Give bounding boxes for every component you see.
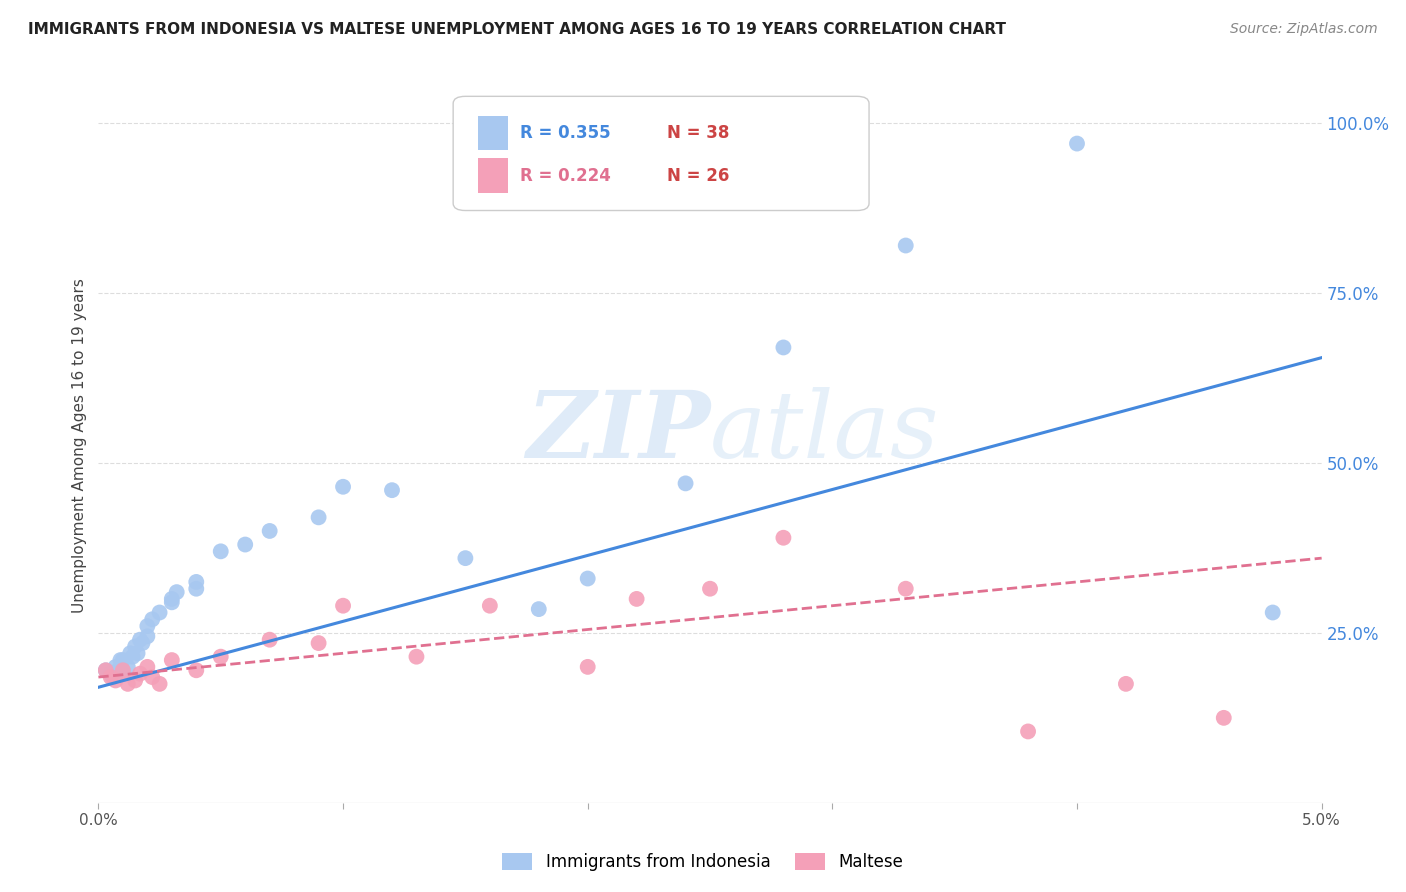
Point xyxy=(772,531,794,545)
Point xyxy=(110,653,132,667)
Point xyxy=(478,599,501,613)
Point xyxy=(141,670,163,684)
Point xyxy=(332,480,354,494)
Point xyxy=(454,551,477,566)
Point xyxy=(111,653,134,667)
Point xyxy=(129,632,152,647)
Point xyxy=(209,544,232,558)
Point xyxy=(149,606,172,620)
Point xyxy=(136,660,159,674)
Y-axis label: Unemployment Among Ages 16 to 19 years: Unemployment Among Ages 16 to 19 years xyxy=(72,278,87,614)
Point xyxy=(94,663,117,677)
Text: N = 26: N = 26 xyxy=(668,167,730,185)
Text: ZIP: ZIP xyxy=(526,387,710,476)
Point xyxy=(1066,136,1088,151)
Point xyxy=(129,666,152,681)
Point xyxy=(259,524,281,538)
Point xyxy=(131,636,153,650)
Point xyxy=(308,636,330,650)
Point xyxy=(107,663,129,677)
Point xyxy=(111,666,134,681)
Point xyxy=(772,341,794,355)
Point xyxy=(576,572,599,586)
Text: atlas: atlas xyxy=(710,387,939,476)
Point xyxy=(576,660,599,674)
Point xyxy=(127,646,149,660)
Point xyxy=(1261,606,1284,620)
Point xyxy=(894,238,917,252)
Point xyxy=(117,677,139,691)
Point xyxy=(136,629,159,643)
Point xyxy=(100,666,122,681)
Point xyxy=(699,582,721,596)
Point xyxy=(117,660,139,674)
Point xyxy=(332,599,354,613)
Point xyxy=(100,670,122,684)
Point xyxy=(101,670,124,684)
Point xyxy=(166,585,188,599)
Point xyxy=(160,595,183,609)
Legend: Immigrants from Indonesia, Maltese: Immigrants from Indonesia, Maltese xyxy=(494,845,912,880)
Text: Source: ZipAtlas.com: Source: ZipAtlas.com xyxy=(1230,22,1378,37)
Point xyxy=(209,649,232,664)
Point xyxy=(675,476,697,491)
Point xyxy=(121,649,143,664)
Point xyxy=(136,619,159,633)
Point xyxy=(160,653,183,667)
Text: IMMIGRANTS FROM INDONESIA VS MALTESE UNEMPLOYMENT AMONG AGES 16 TO 19 YEARS CORR: IMMIGRANTS FROM INDONESIA VS MALTESE UNE… xyxy=(28,22,1007,37)
Point xyxy=(186,574,208,589)
FancyBboxPatch shape xyxy=(453,96,869,211)
Point xyxy=(1212,711,1234,725)
Point xyxy=(104,673,127,688)
Point xyxy=(124,673,146,688)
Text: R = 0.224: R = 0.224 xyxy=(520,167,612,185)
Point xyxy=(1017,724,1039,739)
Point xyxy=(94,663,117,677)
FancyBboxPatch shape xyxy=(478,159,508,193)
Point xyxy=(233,537,256,551)
Point xyxy=(124,640,146,654)
Point xyxy=(259,632,281,647)
Point xyxy=(381,483,404,498)
Point xyxy=(111,663,134,677)
Point xyxy=(308,510,330,524)
Point xyxy=(527,602,550,616)
FancyBboxPatch shape xyxy=(478,116,508,150)
Point xyxy=(186,582,208,596)
Point xyxy=(405,649,427,664)
Point xyxy=(120,646,142,660)
Point xyxy=(626,591,648,606)
Point xyxy=(104,660,127,674)
Point xyxy=(149,677,172,691)
Point xyxy=(186,663,208,677)
Point xyxy=(1115,677,1137,691)
Point xyxy=(894,582,917,596)
Text: N = 38: N = 38 xyxy=(668,124,730,142)
Point xyxy=(141,612,163,626)
Text: R = 0.355: R = 0.355 xyxy=(520,124,612,142)
Point xyxy=(160,591,183,606)
